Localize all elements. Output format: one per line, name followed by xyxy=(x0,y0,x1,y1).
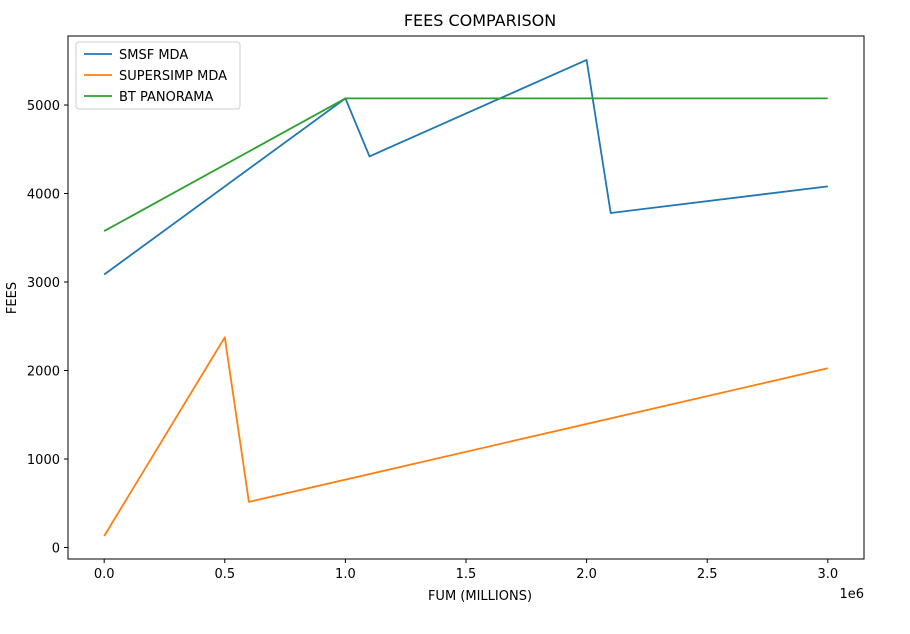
legend-label-bt-panorama: BT PANORAMA xyxy=(119,90,213,105)
plot-area: 0.0 0.5 1.0 1.5 2.0 2.5 3.0 0 1000 2000 3000 4000 5… xyxy=(27,35,865,582)
x-tick-label: 0.0 xyxy=(94,567,115,582)
chart-title: FEES COMPARISON xyxy=(404,11,556,30)
x-axis-offset-label: 1e6 xyxy=(839,587,864,602)
y-axis-label: FEES xyxy=(5,282,20,314)
x-axis-label: FUM (MILLIONS) xyxy=(428,589,532,604)
y-tick-label: 0 xyxy=(52,541,60,556)
series-line-bt-panorama xyxy=(103,97,828,232)
series-line-supersimp-mda xyxy=(103,336,829,537)
series-line-smsf-mda xyxy=(103,59,828,276)
legend-label-smsf-mda: SMSF MDA xyxy=(119,48,188,63)
legend: SMSF MDA SUPERSIMP MDA BT PANORAMA xyxy=(75,41,241,110)
legend-label-supersimp-mda: SUPERSIMP MDA xyxy=(119,69,227,84)
x-tick-label: 0.5 xyxy=(214,567,235,582)
x-axis-ticks: 0.0 0.5 1.0 1.5 2.0 2.5 3.0 xyxy=(94,559,838,582)
y-tick-label: 4000 xyxy=(27,188,60,203)
x-tick-label: 1.5 xyxy=(456,567,477,582)
legend-box xyxy=(75,41,241,110)
x-tick-label: 2.5 xyxy=(697,567,718,582)
y-tick-label: 2000 xyxy=(27,365,60,380)
series-lines xyxy=(103,59,829,537)
x-tick-label: 3.0 xyxy=(817,567,838,582)
x-tick-label: 1.0 xyxy=(335,567,356,582)
x-tick-label: 2.0 xyxy=(576,567,597,582)
y-tick-label: 3000 xyxy=(27,276,60,291)
y-axis-ticks: 0 1000 2000 3000 4000 5000 xyxy=(27,99,68,556)
y-tick-label: 1000 xyxy=(27,453,60,468)
y-tick-label: 5000 xyxy=(27,99,60,114)
